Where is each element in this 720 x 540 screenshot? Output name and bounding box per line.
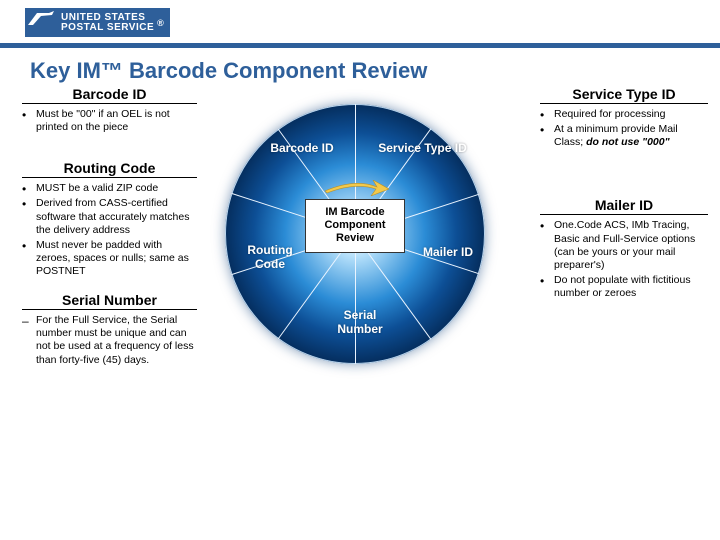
- list-item: At a minimum provide Mail Class; do not …: [540, 123, 708, 149]
- circle-label-service-type-id: Service Type ID: [375, 142, 470, 156]
- brand-reg: ®: [157, 18, 164, 28]
- circle-label-mailer-id: Mailer ID: [413, 246, 483, 260]
- arrow-icon: [321, 180, 389, 196]
- brand-line1: UNITED STATES: [61, 13, 154, 23]
- heading-serial-number: Serial Number: [22, 292, 197, 310]
- list-item: For the Full Service, the Serial number …: [22, 314, 197, 367]
- page-title: Key IM™ Barcode Component Review: [0, 58, 720, 84]
- left-column: Barcode ID Must be "00" if an OEL is not…: [22, 86, 197, 373]
- list-item: Required for processing: [540, 108, 708, 121]
- list-item: Must never be padded with zeroes, spaces…: [22, 239, 197, 278]
- content: Barcode ID Must be "00" if an OEL is not…: [0, 84, 720, 534]
- circle-label-barcode-id: Barcode ID: [267, 142, 337, 156]
- heading-routing-code: Routing Code: [22, 160, 197, 178]
- header-divider: [0, 43, 720, 48]
- eagle-icon: [27, 10, 55, 35]
- heading-barcode-id: Barcode ID: [22, 86, 197, 104]
- list-routing-code: MUST be a valid ZIP code Derived from CA…: [22, 182, 197, 278]
- right-column: Service Type ID Required for processing …: [540, 86, 708, 306]
- list-serial-number: For the Full Service, the Serial number …: [22, 314, 197, 367]
- list-mailer-id: One.Code ACS, IMb Tracing, Basic and Ful…: [540, 219, 708, 300]
- heading-mailer-id: Mailer ID: [540, 197, 708, 215]
- list-item: Do not populate with fictitious number o…: [540, 274, 708, 300]
- heading-service-type-id: Service Type ID: [540, 86, 708, 104]
- list-item: One.Code ACS, IMb Tracing, Basic and Ful…: [540, 219, 708, 272]
- list-item: Derived from CASS-certified software tha…: [22, 197, 197, 236]
- brand-logo: UNITED STATES POSTAL SERVICE ®: [25, 8, 170, 37]
- list-service-type-id: Required for processing At a minimum pro…: [540, 108, 708, 149]
- circle-label-serial-number: Serial Number: [325, 309, 395, 337]
- header: UNITED STATES POSTAL SERVICE ®: [0, 0, 720, 41]
- list-item: Must be "00" if an OEL is not printed on…: [22, 108, 197, 134]
- circle-label-routing-code: Routing Code: [235, 244, 305, 272]
- circle-diagram: Barcode ID Service Type ID Mailer ID Ser…: [225, 104, 485, 364]
- list-item: MUST be a valid ZIP code: [22, 182, 197, 195]
- list-barcode-id: Must be "00" if an OEL is not printed on…: [22, 108, 197, 134]
- circle-center-box: IM Barcode Component Review: [305, 199, 405, 253]
- brand-line2: POSTAL SERVICE: [61, 23, 154, 33]
